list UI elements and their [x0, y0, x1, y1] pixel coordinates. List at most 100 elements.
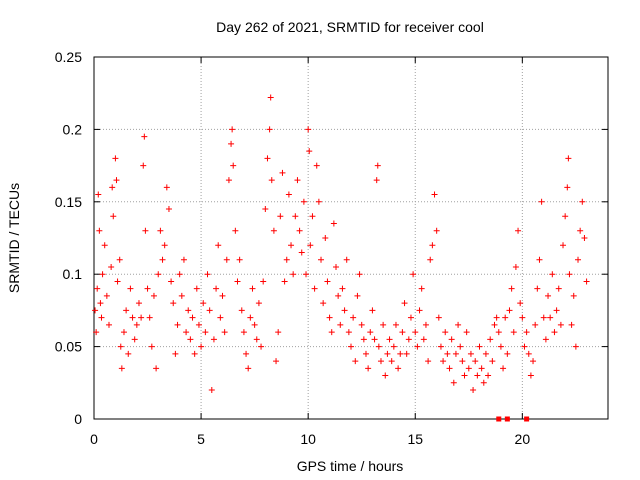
data-point: [566, 271, 573, 278]
data-point: [549, 271, 556, 278]
data-point: [178, 292, 185, 299]
data-point: [234, 278, 241, 285]
data-point: [341, 307, 348, 314]
data-point: [489, 358, 496, 365]
data-point: [262, 206, 269, 213]
data-point: [581, 235, 588, 241]
data-point: [141, 133, 148, 140]
data-point: [266, 126, 273, 133]
data-point: [288, 242, 295, 249]
data-point: [405, 336, 412, 343]
data-point: [450, 379, 457, 386]
data-point: [583, 278, 590, 285]
data-point: [232, 227, 239, 234]
data-point: [294, 177, 301, 184]
data-point: [572, 343, 579, 350]
data-point: [157, 227, 164, 234]
data-point: [255, 300, 262, 307]
data-point: [427, 256, 434, 263]
data-point: [420, 336, 427, 343]
data-point: [326, 314, 333, 321]
data-point: [131, 336, 138, 343]
data-point: [538, 198, 545, 205]
data-point: [369, 307, 376, 314]
data-point: [94, 285, 101, 292]
data-point: [482, 350, 489, 357]
data-point: [223, 256, 230, 263]
data-point: [564, 184, 571, 191]
data-point: [500, 365, 507, 372]
data-point: [536, 256, 543, 263]
data-point: [506, 307, 513, 314]
data-point: [163, 184, 170, 191]
data-point: [407, 314, 414, 321]
data-point: [521, 343, 528, 350]
data-point: [117, 343, 124, 350]
data-point: [562, 213, 569, 220]
data-point: [300, 198, 307, 205]
data-point: [155, 271, 162, 278]
data-point: [457, 343, 464, 350]
data-point: [303, 271, 310, 278]
data-point: [200, 300, 207, 307]
data-point: [557, 321, 564, 328]
data-point: [362, 350, 369, 357]
data-point: [519, 314, 526, 321]
data-point: [444, 350, 451, 357]
data-point: [245, 365, 252, 372]
data-point: [243, 350, 250, 357]
data-point: [491, 321, 498, 328]
data-point: [103, 292, 110, 299]
data-point: [515, 227, 522, 234]
data-point: [123, 307, 130, 314]
data-point: [485, 372, 492, 379]
data-point: [215, 242, 222, 249]
data-point: [547, 314, 554, 321]
data-point: [356, 271, 363, 278]
data-point: [480, 379, 487, 386]
data-point: [307, 242, 314, 249]
chart-title: Day 262 of 2021, SRMTID for receiver coo…: [216, 19, 484, 35]
data-point: [375, 343, 382, 350]
data-point: [504, 350, 511, 357]
data-points: [92, 94, 590, 394]
data-point: [399, 329, 406, 336]
zero-value-marker: [496, 416, 502, 422]
data-point: [497, 343, 504, 350]
data-point: [461, 372, 468, 379]
data-point: [530, 358, 537, 365]
data-point: [360, 336, 367, 343]
data-point: [110, 213, 117, 220]
x-axis-label: GPS time / hours: [297, 458, 404, 474]
data-point: [150, 292, 157, 299]
data-point: [320, 300, 327, 307]
y-tick-label: 0.05: [55, 339, 82, 355]
data-point: [384, 350, 391, 357]
data-point: [277, 213, 284, 220]
data-point: [92, 307, 99, 314]
data-point: [517, 300, 524, 307]
data-point: [570, 292, 577, 299]
data-point: [306, 148, 313, 155]
data-point: [446, 365, 453, 372]
data-point: [206, 307, 213, 314]
data-point: [470, 387, 477, 394]
data-point: [313, 162, 320, 169]
data-point: [251, 321, 258, 328]
data-point: [333, 263, 340, 270]
data-point: [99, 271, 106, 278]
data-point: [345, 329, 352, 336]
data-point: [180, 256, 187, 263]
data-point: [337, 321, 344, 328]
data-point: [275, 329, 282, 336]
zero-markers: [496, 416, 530, 422]
data-point: [133, 321, 140, 328]
y-tick-label: 0.15: [55, 194, 82, 210]
data-point: [120, 329, 127, 336]
data-point: [358, 321, 365, 328]
data-point: [568, 321, 575, 328]
data-point: [403, 350, 410, 357]
data-point: [230, 162, 237, 169]
data-point: [532, 321, 539, 328]
